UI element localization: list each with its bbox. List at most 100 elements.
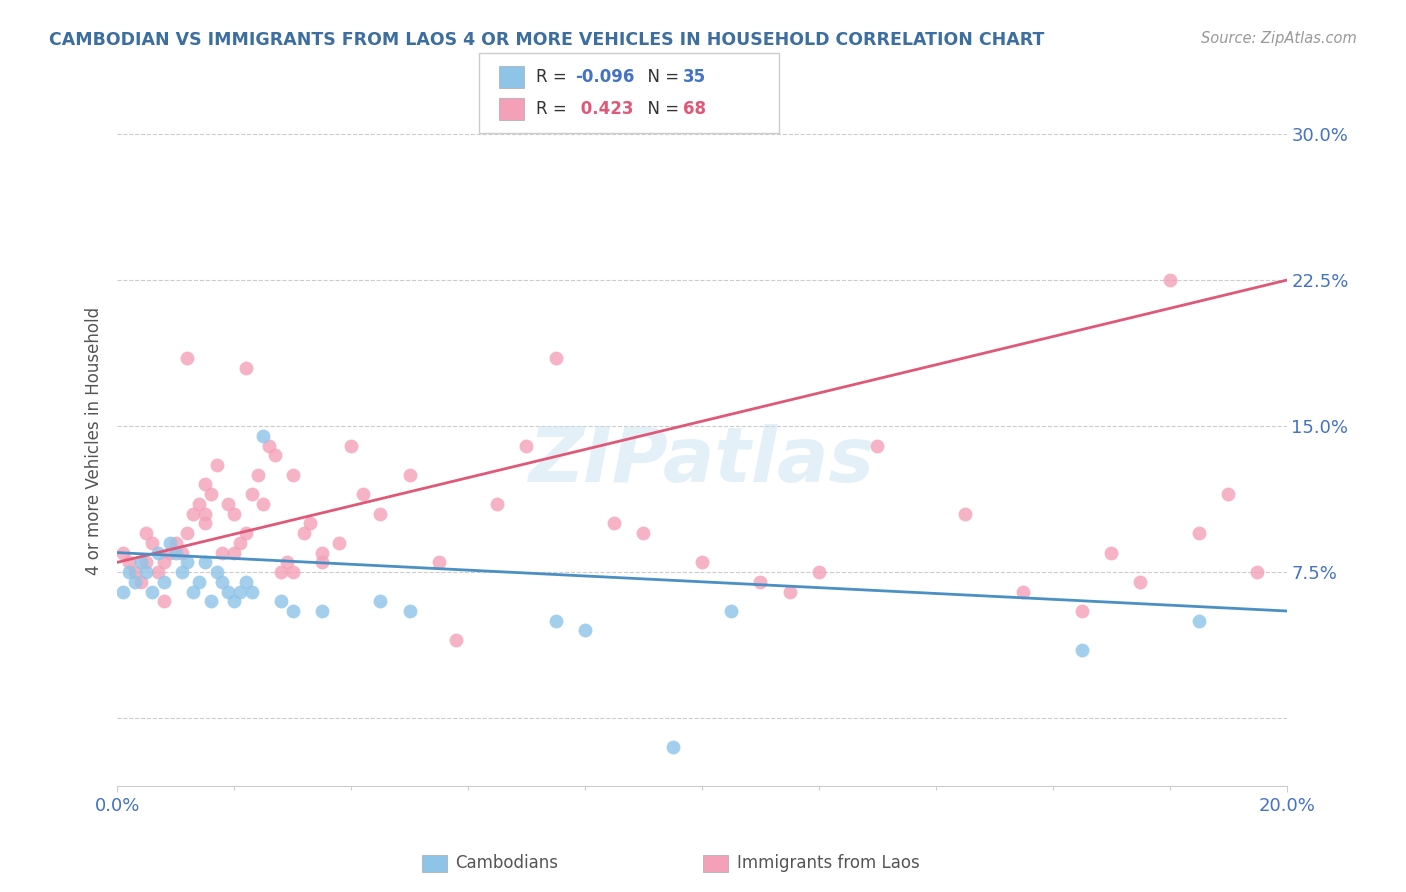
Point bbox=[328, 536, 350, 550]
Point bbox=[311, 555, 333, 569]
Point bbox=[141, 584, 163, 599]
Point bbox=[217, 584, 239, 599]
Point bbox=[779, 584, 801, 599]
Point bbox=[807, 565, 830, 579]
Point bbox=[1129, 574, 1152, 589]
Point bbox=[257, 439, 280, 453]
Point bbox=[544, 351, 567, 365]
Point bbox=[252, 497, 274, 511]
Text: N =: N = bbox=[637, 100, 685, 118]
Point bbox=[240, 584, 263, 599]
Point bbox=[340, 439, 363, 453]
Point bbox=[246, 467, 269, 482]
Point bbox=[270, 594, 292, 608]
Point bbox=[252, 429, 274, 443]
Point bbox=[1159, 273, 1181, 287]
Point bbox=[129, 555, 152, 569]
Point bbox=[281, 467, 304, 482]
Point bbox=[427, 555, 450, 569]
Point bbox=[311, 604, 333, 618]
Point bbox=[112, 584, 135, 599]
Point bbox=[112, 546, 135, 560]
Point bbox=[446, 633, 468, 648]
Point bbox=[153, 555, 176, 569]
Point bbox=[281, 604, 304, 618]
Point bbox=[276, 555, 298, 569]
Point bbox=[194, 555, 217, 569]
Point bbox=[170, 565, 193, 579]
Point bbox=[299, 516, 322, 531]
Text: 68: 68 bbox=[683, 100, 706, 118]
Point bbox=[176, 526, 198, 541]
Point bbox=[211, 546, 233, 560]
Text: N =: N = bbox=[637, 68, 685, 86]
Point bbox=[153, 574, 176, 589]
Point bbox=[124, 574, 146, 589]
Point bbox=[1071, 643, 1094, 657]
Point bbox=[229, 536, 252, 550]
Point bbox=[749, 574, 772, 589]
Point bbox=[135, 565, 157, 579]
Y-axis label: 4 or more Vehicles in Household: 4 or more Vehicles in Household bbox=[86, 307, 103, 574]
Point bbox=[1071, 604, 1094, 618]
Point bbox=[953, 507, 976, 521]
Point bbox=[146, 565, 169, 579]
Point bbox=[181, 507, 204, 521]
Point bbox=[690, 555, 713, 569]
Point bbox=[224, 594, 246, 608]
Point bbox=[368, 594, 391, 608]
Point bbox=[866, 439, 889, 453]
Point bbox=[515, 439, 537, 453]
Point bbox=[135, 526, 157, 541]
Point bbox=[270, 565, 292, 579]
Point bbox=[135, 555, 157, 569]
Point bbox=[264, 448, 287, 462]
Point bbox=[146, 546, 169, 560]
Point bbox=[603, 516, 626, 531]
Point bbox=[235, 360, 257, 375]
Point bbox=[1188, 526, 1211, 541]
Point bbox=[398, 467, 420, 482]
Text: 0.423: 0.423 bbox=[575, 100, 634, 118]
Point bbox=[194, 516, 217, 531]
Point bbox=[129, 574, 152, 589]
Text: Immigrants from Laos: Immigrants from Laos bbox=[737, 855, 920, 872]
Point bbox=[194, 477, 217, 491]
Text: Source: ZipAtlas.com: Source: ZipAtlas.com bbox=[1201, 31, 1357, 46]
Point bbox=[181, 584, 204, 599]
Point bbox=[124, 565, 146, 579]
Point bbox=[118, 555, 141, 569]
Text: -0.096: -0.096 bbox=[575, 68, 634, 86]
Point bbox=[1246, 565, 1268, 579]
Point bbox=[235, 574, 257, 589]
Point bbox=[205, 565, 228, 579]
Point bbox=[188, 574, 211, 589]
Text: ZIPatlas: ZIPatlas bbox=[529, 425, 875, 499]
Point bbox=[229, 584, 252, 599]
Point bbox=[633, 526, 655, 541]
Point bbox=[205, 458, 228, 472]
Point bbox=[200, 594, 222, 608]
Point bbox=[211, 574, 233, 589]
Text: Cambodians: Cambodians bbox=[456, 855, 558, 872]
Point bbox=[398, 604, 420, 618]
Point bbox=[118, 565, 141, 579]
Point bbox=[292, 526, 315, 541]
Text: CAMBODIAN VS IMMIGRANTS FROM LAOS 4 OR MORE VEHICLES IN HOUSEHOLD CORRELATION CH: CAMBODIAN VS IMMIGRANTS FROM LAOS 4 OR M… bbox=[49, 31, 1045, 49]
Point bbox=[544, 614, 567, 628]
Point bbox=[176, 555, 198, 569]
Point bbox=[311, 546, 333, 560]
Point bbox=[165, 546, 187, 560]
Point bbox=[188, 497, 211, 511]
Point bbox=[1099, 546, 1122, 560]
Point bbox=[153, 594, 176, 608]
Point bbox=[159, 546, 181, 560]
Point bbox=[200, 487, 222, 501]
Point bbox=[486, 497, 509, 511]
Point bbox=[240, 487, 263, 501]
Point bbox=[176, 351, 198, 365]
Point bbox=[1216, 487, 1239, 501]
Point bbox=[720, 604, 742, 618]
Point bbox=[1188, 614, 1211, 628]
Point bbox=[574, 624, 596, 638]
